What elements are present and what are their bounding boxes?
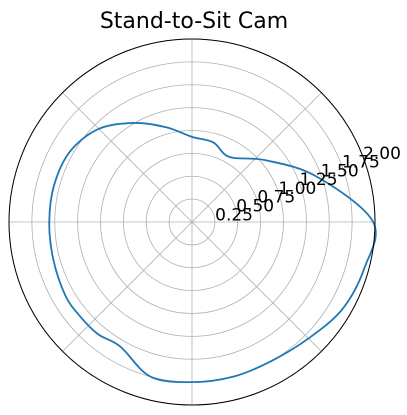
radial-tick-label: 2.00 (363, 144, 401, 164)
radial-tick-label: 1.75 (342, 153, 380, 173)
polar-frame (8, 38, 376, 406)
radial-tick-label: 1.00 (279, 179, 317, 199)
angular-gridline-315 (191, 221, 322, 352)
radial-tick-labels: 0.250.500.751.001.251.501.752.00 (215, 144, 401, 225)
radial-tick-label: 1.50 (321, 161, 359, 181)
chart-title: Stand-to-Sit Cam (100, 9, 288, 34)
angular-gridline-135 (62, 92, 193, 223)
radial-tick-label: 0.25 (215, 205, 253, 225)
polar-grid (8, 38, 376, 406)
radial-tick-label: 0.75 (257, 188, 295, 208)
radial-tick-label: 1.25 (300, 170, 338, 190)
series-layer (48, 122, 377, 384)
angular-gridline-45 (191, 92, 322, 223)
angular-gridline-225 (62, 221, 193, 352)
series-line-0 (48, 122, 377, 384)
radial-tick-label: 0.50 (236, 196, 274, 216)
